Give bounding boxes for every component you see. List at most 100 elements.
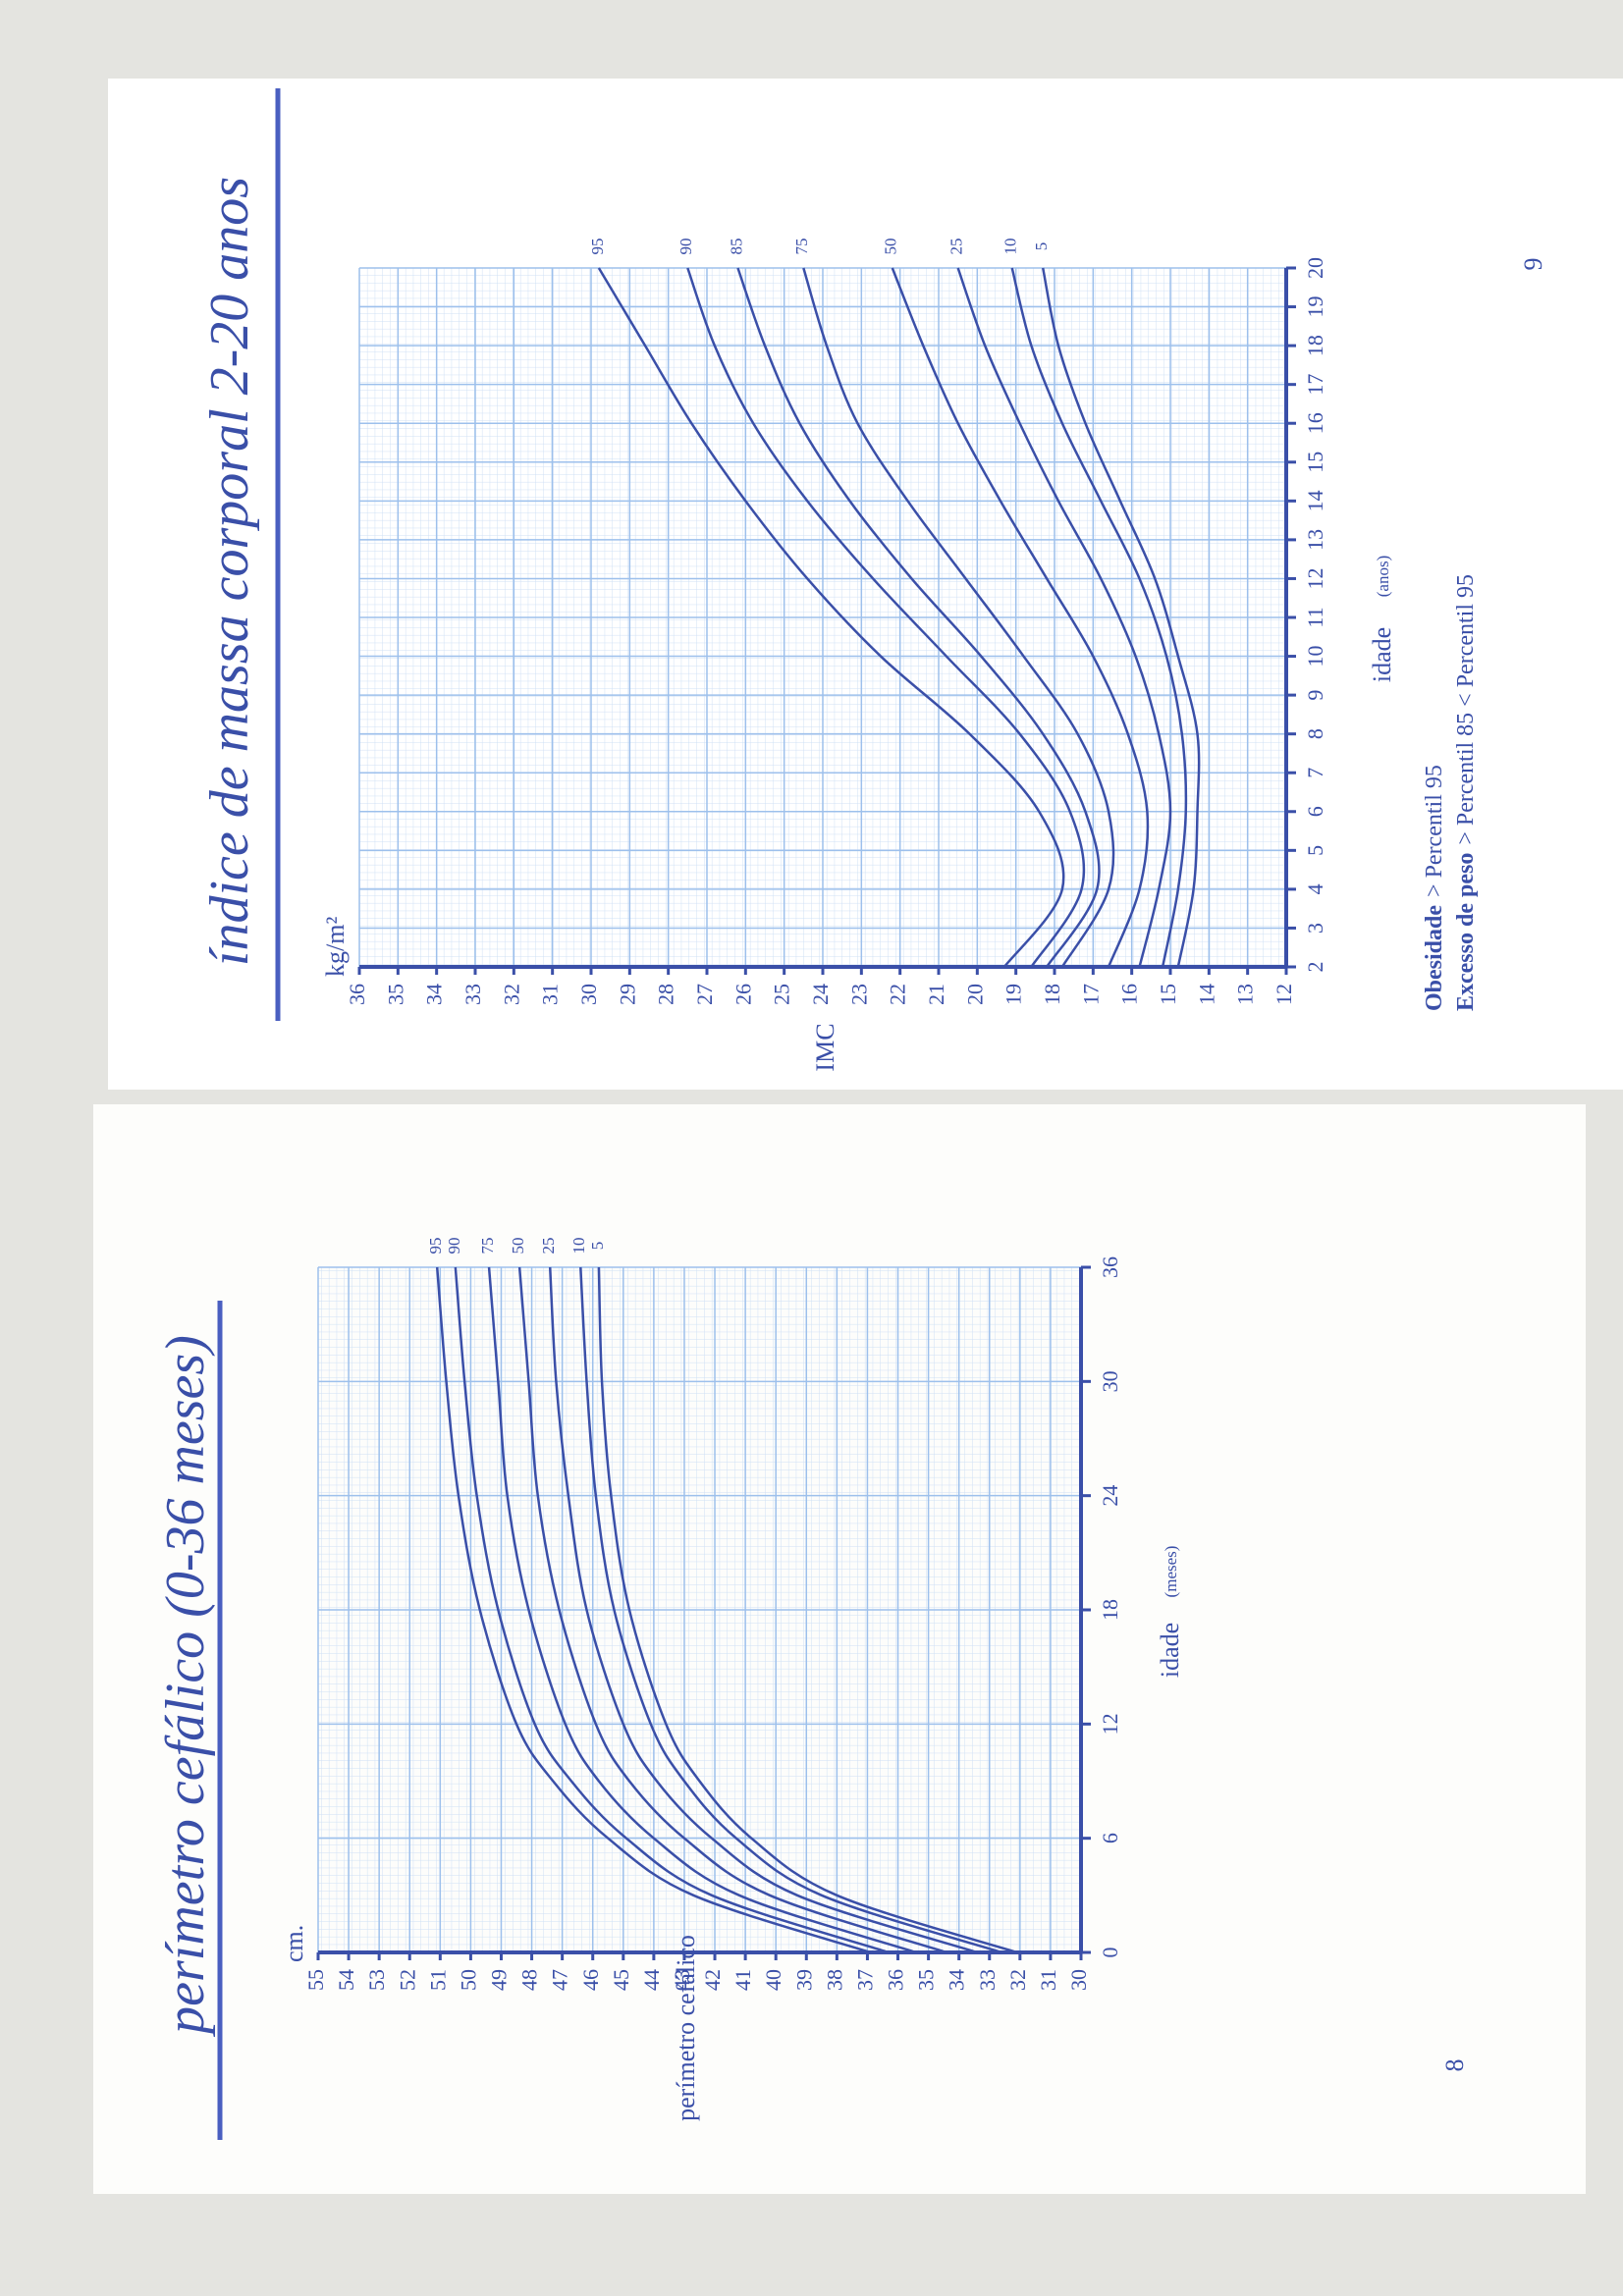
percentile-curve — [597, 267, 1065, 968]
x-tick-label: 5 — [1303, 845, 1327, 856]
x-tick-label: 8 — [1303, 728, 1327, 739]
y-tick-label: 38 — [822, 1969, 846, 1991]
y-tick-label: 32 — [1005, 1969, 1030, 1991]
percentile-curve — [736, 267, 1101, 968]
y-tick-label: 49 — [487, 1969, 512, 1991]
series-label: 75 — [478, 1238, 497, 1255]
y-tick-label: 51 — [425, 1969, 450, 1991]
y-tick-label: 20 — [962, 984, 987, 1005]
y-tick-label: 36 — [884, 1969, 908, 1991]
y-tick-label: 18 — [1040, 984, 1064, 1005]
y-tick-label: 26 — [730, 984, 755, 1005]
y-tick-label: 14 — [1194, 984, 1218, 1005]
y-tick-label: 32 — [499, 984, 523, 1005]
series-label: 95 — [426, 1238, 445, 1255]
y-tick-label: 22 — [886, 984, 910, 1005]
x-tick-label: 18 — [1303, 335, 1327, 356]
y-tick-label: 41 — [730, 1969, 755, 1991]
x-tick-label: 9 — [1303, 690, 1327, 701]
y-tick-label: 36 — [345, 984, 369, 1005]
x-tick-label: 20 — [1303, 257, 1327, 279]
note-text: > Percentil 95 — [1422, 765, 1447, 897]
y-tick-label: 24 — [808, 984, 833, 1005]
y-axis-label: perímetro cefálico — [672, 1935, 700, 2121]
y-tick-label: 34 — [422, 984, 447, 1005]
y-tick-label: 33 — [460, 984, 485, 1005]
y-tick-label: 45 — [609, 1969, 633, 1991]
y-tick-label: 30 — [576, 984, 601, 1005]
y-tick-label: 47 — [548, 1969, 572, 1991]
y-tick-label: 19 — [1001, 984, 1026, 1005]
y-tick-label: 15 — [1156, 984, 1180, 1005]
series-label: 85 — [727, 239, 745, 255]
y-tick-label: 44 — [639, 1969, 664, 1991]
y-tick-label: 12 — [1271, 984, 1296, 1005]
y-tick-label: 37 — [852, 1969, 877, 1991]
series-label: 50 — [509, 1238, 527, 1255]
percentile-curve — [802, 267, 1115, 968]
x-axis-label: idade — [1368, 627, 1396, 682]
x-tick-label: 11 — [1303, 607, 1327, 627]
y-tick-label: 30 — [1066, 1969, 1091, 1991]
x-axis-unit: (meses) — [1162, 1546, 1180, 1598]
y-tick-label: 29 — [615, 984, 639, 1005]
x-tick-label: 18 — [1098, 1599, 1122, 1621]
x-tick-label: 0 — [1098, 1948, 1122, 1958]
y-tick-label: 42 — [700, 1969, 725, 1991]
y-tick-label: 28 — [654, 984, 678, 1005]
y-tick-label: 48 — [517, 1969, 542, 1991]
percentile-curve — [487, 1266, 917, 1954]
x-tick-label: 10 — [1303, 646, 1327, 667]
note-text: > Percentil 85 < Percentil 95 — [1453, 574, 1479, 845]
percentile-curve — [597, 1266, 1018, 1954]
series-label: 10 — [569, 1238, 588, 1255]
series-label: 90 — [445, 1238, 463, 1255]
series-label: 25 — [947, 239, 966, 255]
x-tick-label: 13 — [1303, 529, 1327, 551]
chart-title: índice de massa corporal 2-20 anos — [199, 177, 260, 966]
page-number: 8 — [1440, 2059, 1469, 2072]
y-tick-label: 35 — [914, 1969, 939, 1991]
series-label: 95 — [588, 239, 607, 255]
x-tick-label: 36 — [1098, 1256, 1122, 1278]
x-tick-label: 19 — [1303, 296, 1327, 318]
x-axis-label: idade — [1156, 1623, 1184, 1678]
y-tick-label: 52 — [395, 1969, 419, 1991]
y-tick-label: 31 — [1036, 1969, 1060, 1991]
x-axis-unit: (anos) — [1374, 556, 1392, 597]
x-tick-label: 17 — [1303, 374, 1327, 396]
percentile-curve — [548, 1266, 978, 1954]
chart-title: perímetro cefálico (0-36 meses) — [155, 1335, 216, 2038]
y-tick-label: 31 — [538, 984, 563, 1005]
note: Obesidade > Percentil 95 — [1422, 765, 1447, 1011]
y-tick-label: 50 — [456, 1969, 480, 1991]
x-tick-label: 24 — [1098, 1485, 1122, 1507]
note-label: Excesso de peso — [1453, 853, 1479, 1011]
y-tick-label: 54 — [334, 1969, 358, 1991]
percentile-curve — [1041, 267, 1201, 968]
x-tick-label: 3 — [1303, 923, 1327, 934]
y-tick-label: 27 — [692, 984, 717, 1005]
series-label: 75 — [792, 239, 811, 255]
note-label: Obesidade — [1422, 905, 1447, 1011]
y-axis-label: IMC — [811, 1023, 839, 1071]
x-tick-label: 16 — [1303, 412, 1327, 434]
percentile-curve — [454, 1266, 890, 1954]
series-label: 5 — [1032, 242, 1051, 251]
note: Excesso de peso > Percentil 85 < Percenti… — [1453, 574, 1479, 1011]
y-unit: kg/m² — [321, 917, 350, 977]
percentile-curve — [579, 1266, 1002, 1954]
series-label: 10 — [1001, 239, 1020, 255]
y-tick-label: 23 — [846, 984, 871, 1005]
y-tick-label: 53 — [364, 1969, 389, 1991]
y-tick-label: 16 — [1117, 984, 1142, 1005]
y-tick-label: 13 — [1233, 984, 1258, 1005]
percentile-curve — [517, 1266, 947, 1954]
percentile-curve — [686, 267, 1086, 968]
x-tick-label: 7 — [1303, 768, 1327, 778]
y-tick-label: 55 — [303, 1969, 328, 1991]
y-tick-label: 21 — [924, 984, 948, 1005]
y-tick-label: 35 — [383, 984, 407, 1005]
